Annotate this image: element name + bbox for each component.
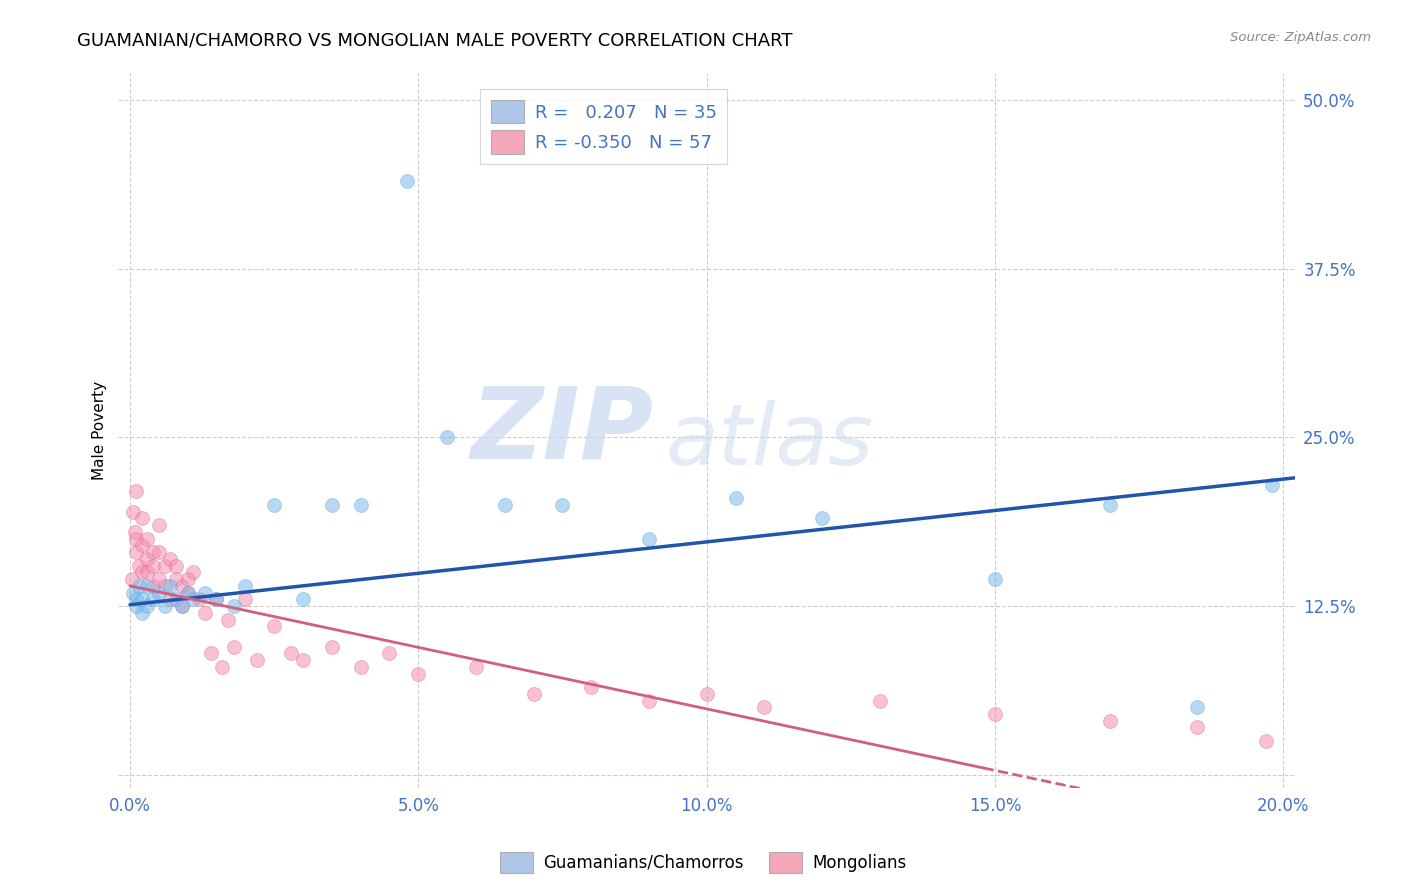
Text: Source: ZipAtlas.com: Source: ZipAtlas.com [1230, 31, 1371, 45]
Point [1254, 734, 1277, 748]
Point [170, 599, 193, 613]
Point [128, 558, 150, 573]
Point [222, 599, 245, 613]
Point [233, 592, 256, 607]
Point [696, 687, 718, 701]
Text: GUAMANIAN/CHAMORRO VS MONGOLIAN MALE POVERTY CORRELATION CHART: GUAMANIAN/CHAMORRO VS MONGOLIAN MALE POV… [77, 31, 793, 49]
Point [222, 640, 245, 654]
Legend: Guamanians/Chamorros, Mongolians: Guamanians/Chamorros, Mongolians [494, 846, 912, 880]
Point [436, 430, 458, 444]
Point [128, 579, 150, 593]
Point [142, 592, 165, 607]
Point [125, 532, 148, 546]
Point [176, 572, 198, 586]
Point [125, 545, 148, 559]
Point [811, 511, 834, 525]
Point [984, 572, 1007, 586]
Point [523, 687, 546, 701]
Point [263, 498, 285, 512]
Point [136, 579, 159, 593]
Point [1185, 721, 1208, 735]
Point [984, 706, 1007, 721]
Point [142, 545, 165, 559]
Point [165, 592, 187, 607]
Point [378, 646, 401, 660]
Point [153, 579, 176, 593]
Point [121, 572, 143, 586]
Point [869, 693, 891, 707]
Point [183, 592, 205, 607]
Point [125, 484, 148, 499]
Point [131, 606, 153, 620]
Point [148, 518, 170, 533]
Point [148, 585, 170, 599]
Point [153, 558, 176, 573]
Point [148, 545, 170, 559]
Point [724, 491, 747, 505]
Point [153, 599, 176, 613]
Point [1099, 714, 1122, 728]
Point [188, 592, 211, 607]
Point [321, 498, 343, 512]
Point [291, 653, 314, 667]
Point [125, 599, 148, 613]
Text: atlas: atlas [665, 400, 873, 483]
Point [638, 532, 661, 546]
Point [124, 524, 146, 539]
Point [205, 592, 228, 607]
Point [280, 646, 302, 660]
Point [159, 579, 181, 593]
Point [131, 511, 153, 525]
Point [1261, 477, 1284, 491]
Point [159, 592, 181, 607]
Point [194, 606, 217, 620]
Point [131, 592, 153, 607]
Point [136, 566, 159, 580]
Point [350, 659, 373, 673]
Point [136, 599, 159, 613]
Point [1185, 700, 1208, 714]
Point [350, 498, 373, 512]
Point [263, 619, 285, 633]
Point [183, 566, 205, 580]
Point [217, 613, 239, 627]
Legend: R =   0.207   N = 35, R = -0.350   N = 57: R = 0.207 N = 35, R = -0.350 N = 57 [481, 89, 727, 164]
Point [176, 585, 198, 599]
Point [754, 700, 776, 714]
Point [408, 666, 430, 681]
Point [395, 174, 418, 188]
Point [136, 551, 159, 566]
Point [194, 585, 217, 599]
Point [200, 646, 222, 660]
Point [142, 558, 165, 573]
Point [176, 585, 198, 599]
Point [131, 566, 153, 580]
Point [148, 572, 170, 586]
Y-axis label: Male Poverty: Male Poverty [93, 381, 107, 480]
Point [121, 505, 143, 519]
Text: ZIP: ZIP [471, 382, 654, 479]
Point [233, 579, 256, 593]
Point [321, 640, 343, 654]
Point [205, 592, 228, 607]
Point [465, 659, 488, 673]
Point [1099, 498, 1122, 512]
Point [125, 592, 148, 607]
Point [638, 693, 661, 707]
Point [131, 538, 153, 552]
Point [551, 498, 574, 512]
Point [136, 532, 159, 546]
Point [246, 653, 269, 667]
Point [291, 592, 314, 607]
Point [170, 599, 193, 613]
Point [165, 558, 187, 573]
Point [121, 585, 143, 599]
Point [159, 551, 181, 566]
Point [211, 659, 233, 673]
Point [170, 579, 193, 593]
Point [494, 498, 516, 512]
Point [165, 572, 187, 586]
Point [581, 680, 603, 694]
Point [142, 579, 165, 593]
